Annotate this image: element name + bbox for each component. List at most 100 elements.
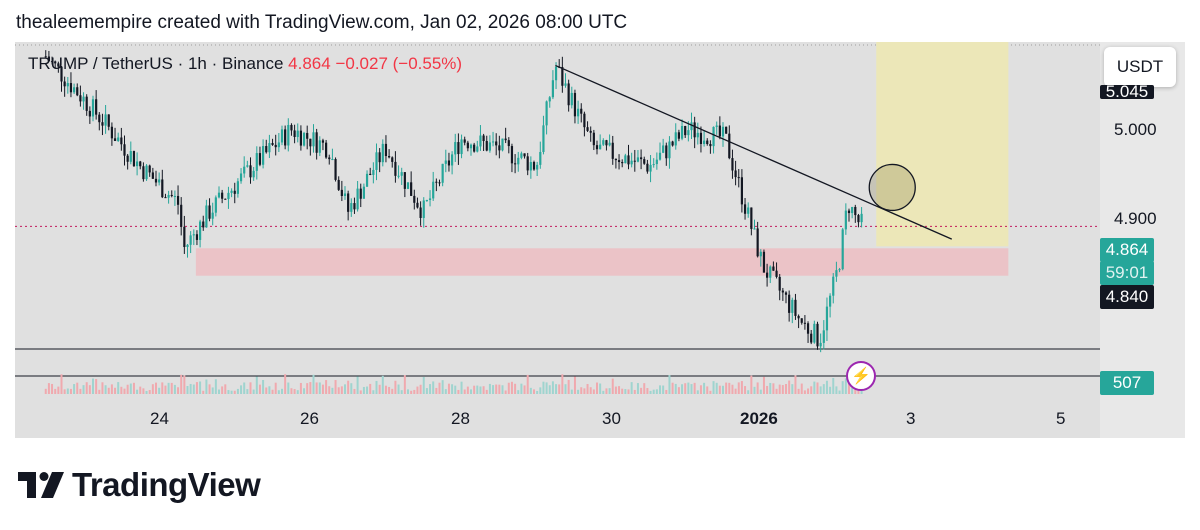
volume-bar (441, 380, 444, 394)
candle-body (633, 160, 636, 162)
candle-body (255, 153, 258, 171)
candle-body (47, 56, 50, 62)
volume-bar (668, 375, 671, 394)
candle-body (277, 142, 280, 148)
candle-body (854, 206, 857, 216)
candle-body (775, 270, 778, 277)
volume-bar (753, 386, 756, 394)
volume-bar (117, 382, 120, 394)
candle-body (463, 139, 466, 143)
candle-body (176, 195, 180, 205)
candle-body (359, 188, 362, 199)
candle-body (835, 270, 838, 277)
price-tag-top-partial: 5.045 (1100, 85, 1154, 99)
candle-body (375, 152, 378, 170)
candle-body (583, 113, 586, 128)
volume-bar (781, 385, 784, 394)
candle-body (287, 124, 290, 146)
volume-bar (841, 381, 844, 394)
candle-body (432, 181, 435, 199)
candle-body (101, 122, 104, 126)
candle-body (851, 206, 854, 214)
candle-body (510, 146, 514, 164)
candle-body (91, 99, 95, 117)
volume-bar (309, 382, 312, 394)
candle-body (419, 207, 422, 218)
candle-body (151, 172, 154, 179)
candle-body (469, 144, 473, 149)
volume-bar (101, 382, 104, 394)
candle-body (473, 144, 476, 152)
brand-name: TradingView (72, 466, 261, 503)
candle-body (504, 138, 507, 141)
volume-bar (699, 385, 702, 394)
candle-body (794, 299, 797, 316)
volume-bar (435, 387, 438, 394)
volume-bar (258, 384, 261, 394)
candle-body (271, 143, 274, 145)
price-chart[interactable] (15, 42, 1185, 438)
volume-bar (457, 389, 460, 394)
candle-body (249, 165, 252, 178)
candle-body (580, 108, 583, 114)
volume-bar (161, 382, 164, 394)
chart-caption: thealeemempire created with TradingView.… (16, 12, 628, 33)
candle-body (498, 145, 501, 151)
volume-bar (747, 390, 750, 394)
volume-bar (662, 385, 665, 394)
volume-bar (337, 387, 340, 394)
candle-body (243, 166, 246, 174)
candle-body (325, 142, 328, 158)
candle-body (488, 142, 491, 151)
volume-bar (123, 388, 126, 394)
volume-bar (703, 382, 706, 394)
candle-body (227, 192, 230, 200)
candle-body (734, 170, 737, 178)
candle-body (73, 87, 76, 93)
candle-body (350, 203, 353, 212)
volume-bar (139, 386, 142, 394)
volume-bar (485, 389, 488, 394)
volume-bar (145, 390, 148, 394)
candle-body (422, 200, 425, 218)
candle-body (841, 229, 844, 270)
volume-bar (429, 384, 432, 394)
volume-bar (54, 388, 57, 394)
candle-body (104, 114, 107, 126)
candle-body (239, 173, 243, 182)
volume-bar (120, 386, 123, 394)
candle-body (545, 101, 548, 126)
candle-body (539, 151, 542, 165)
volume-bar (693, 382, 696, 394)
currency-button[interactable]: USDT (1104, 47, 1176, 87)
volume-bar (397, 384, 400, 394)
volume-bar (268, 386, 271, 394)
volume-bar (750, 375, 753, 394)
volume-bar (618, 386, 621, 394)
x-tick-label: 24 (150, 409, 169, 428)
volume-bar (66, 388, 69, 394)
volume-bar (208, 384, 211, 394)
x-tick-label: 3 (906, 409, 916, 428)
candle-body (520, 153, 523, 158)
volume-bar (731, 384, 734, 394)
lightning-alert-button[interactable]: ⚡ (846, 361, 876, 391)
candle-body (725, 126, 728, 134)
volume-bar (766, 385, 769, 394)
candle-body (167, 194, 170, 198)
candle-body (202, 221, 205, 228)
candle-body (649, 164, 652, 172)
candle-body (684, 126, 687, 136)
chart-area[interactable] (15, 42, 1185, 438)
candle-body (372, 169, 375, 175)
volume-bar (772, 383, 775, 394)
volume-bar (132, 382, 135, 394)
volume-bar (60, 374, 63, 394)
candle-body (548, 97, 551, 102)
candle-body (640, 157, 643, 160)
volume-bar (312, 374, 315, 394)
volume-bar (438, 382, 441, 394)
trendline (555, 64, 953, 240)
candle-body (113, 138, 117, 141)
candle-body (195, 234, 199, 240)
